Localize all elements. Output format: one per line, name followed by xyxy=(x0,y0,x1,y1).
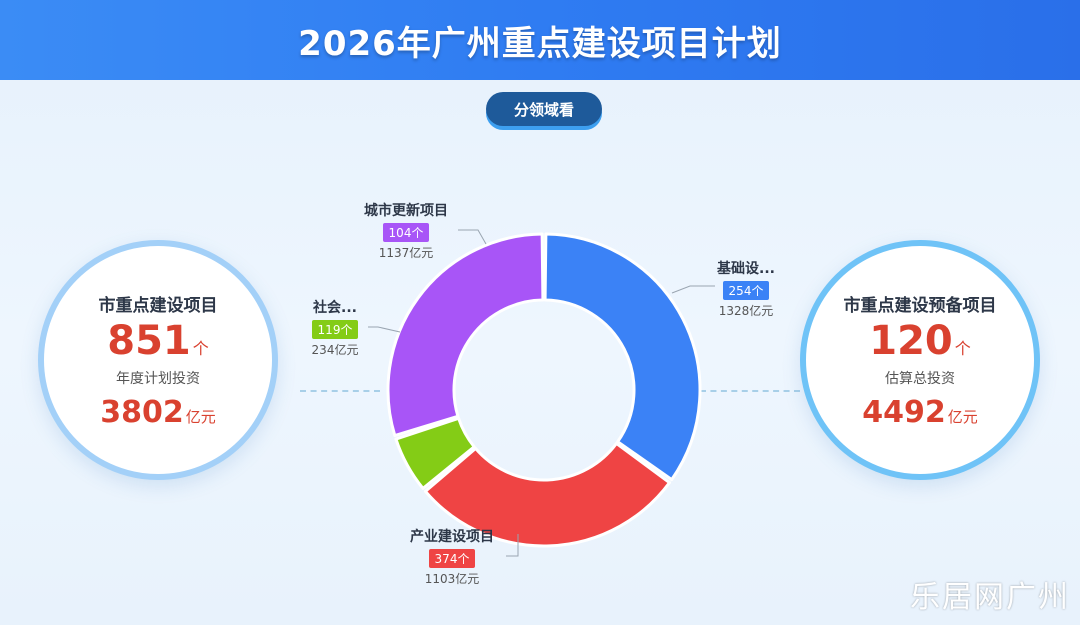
key-projects-title: 市重点建设项目 xyxy=(98,295,218,316)
key-projects-count: 851 xyxy=(107,317,191,364)
segment-name-2: 社会... xyxy=(313,300,357,316)
key-projects-sub-label: 年度计划投资 xyxy=(116,370,200,387)
header-bar: 2026年广州重点建设项目计划 xyxy=(0,0,1080,80)
dashed-connector-left xyxy=(300,390,380,392)
donut-segment-3[interactable] xyxy=(386,232,545,438)
reserve-projects-investment: 4492 xyxy=(862,394,946,430)
segment-investment-2: 234亿元 xyxy=(311,343,359,357)
segment-label-0: 基础设... 254个 1328亿元 xyxy=(706,258,786,319)
leader-line-1 xyxy=(506,534,519,557)
segment-name-0: 基础设... xyxy=(717,261,775,277)
watermark: 乐居网广州 xyxy=(910,580,1070,615)
segment-count-badge-1: 374个 xyxy=(428,549,476,568)
segment-label-2: 社会... 119个 234亿元 xyxy=(296,297,374,358)
donut-segment-0[interactable] xyxy=(543,232,702,482)
key-projects-investment: 3802 xyxy=(100,394,184,430)
segment-count-badge-2: 119个 xyxy=(311,320,359,339)
segment-count-badge-3: 104个 xyxy=(382,223,430,242)
filter-tab-by-field[interactable]: 分领域看 xyxy=(486,92,602,126)
leader-line-0 xyxy=(671,285,715,294)
reserve-projects-count-unit: 个 xyxy=(954,338,971,358)
dashed-connector-right xyxy=(700,390,800,392)
key-projects-stat-card: 市重点建设项目 851 个 年度计划投资 3802 亿元 xyxy=(38,240,278,480)
reserve-projects-count: 120 xyxy=(869,317,953,364)
donut-segment-1[interactable] xyxy=(423,441,672,548)
reserve-projects-investment-unit: 亿元 xyxy=(947,407,978,426)
segment-count-badge-0: 254个 xyxy=(722,281,770,300)
page-title: 2026年广州重点建设项目计划 xyxy=(298,23,782,64)
segment-investment-0: 1328亿元 xyxy=(718,304,774,318)
reserve-projects-sub-label: 估算总投资 xyxy=(885,370,955,387)
reserve-projects-stat-card: 市重点建设预备项目 120 个 估算总投资 4492 亿元 xyxy=(800,240,1040,480)
key-projects-count-unit: 个 xyxy=(192,338,209,358)
segment-label-1: 产业建设项目 374个 1103亿元 xyxy=(392,526,512,587)
leader-line-3 xyxy=(458,229,487,245)
segment-investment-1: 1103亿元 xyxy=(424,572,480,586)
segment-name-3: 城市更新项目 xyxy=(364,203,448,219)
segment-name-1: 产业建设项目 xyxy=(410,529,494,545)
key-projects-investment-unit: 亿元 xyxy=(185,407,216,426)
reserve-projects-title: 市重点建设预备项目 xyxy=(843,295,997,316)
donut-segment-2[interactable] xyxy=(394,416,476,490)
segment-label-3: 城市更新项目 104个 1137亿元 xyxy=(346,200,466,261)
segment-investment-3: 1137亿元 xyxy=(378,246,434,260)
leader-line-2 xyxy=(368,326,401,333)
